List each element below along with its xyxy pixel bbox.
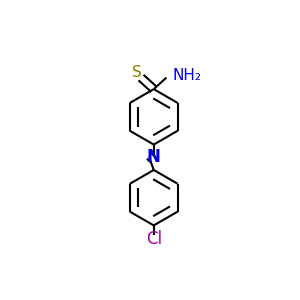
Text: N: N: [147, 148, 161, 166]
Text: NH₂: NH₂: [173, 68, 202, 83]
Text: S: S: [132, 65, 142, 80]
Text: Cl: Cl: [146, 230, 162, 248]
